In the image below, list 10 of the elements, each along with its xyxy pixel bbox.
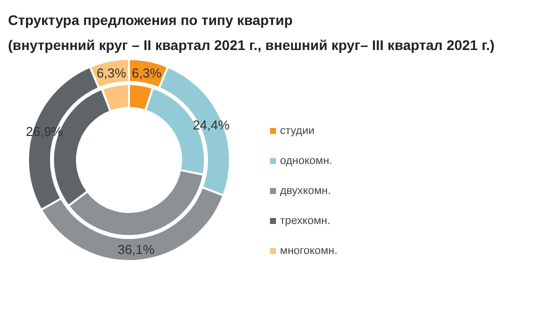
- legend-label: однокомн.: [280, 155, 332, 167]
- legend-label: студии: [280, 125, 315, 137]
- chart-subtitle: (внутренний круг – II квартал 2021 г., внешний круг– III квартал 2021 г.): [8, 37, 495, 53]
- legend-label: многокомн.: [280, 245, 338, 257]
- data-label: 6,3%: [132, 65, 162, 80]
- chart-title: Структура предложения по типу квартир: [8, 12, 293, 28]
- data-label: 6,3%: [96, 65, 127, 80]
- data-label: 36,1%: [118, 242, 155, 258]
- legend-label: трехкомн.: [280, 215, 330, 227]
- legend-label: двухкомн.: [280, 185, 331, 197]
